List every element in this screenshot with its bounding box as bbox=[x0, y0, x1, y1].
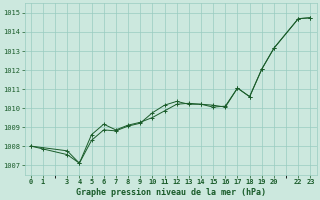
X-axis label: Graphe pression niveau de la mer (hPa): Graphe pression niveau de la mer (hPa) bbox=[76, 188, 266, 197]
